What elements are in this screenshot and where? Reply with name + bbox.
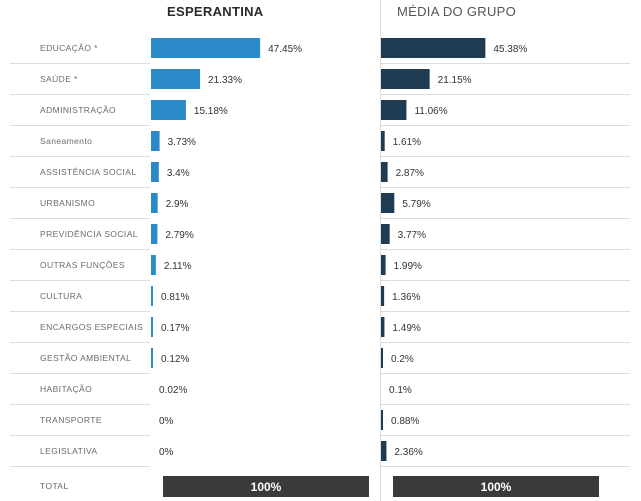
esperantina-bar — [151, 69, 201, 89]
esperantina-value-label: 21.33% — [208, 75, 242, 86]
media-do-grupo-bar — [381, 193, 395, 213]
media-do-grupo-value-label: 2.36% — [394, 447, 422, 458]
media-do-grupo-value-label: 1.36% — [392, 292, 420, 303]
category-label: PREVIDÊNCIA SOCIAL — [40, 229, 138, 239]
esperantina-bar — [151, 193, 158, 213]
esperantina-bar — [151, 224, 158, 244]
media-do-grupo-bar — [381, 100, 407, 120]
media-do-grupo-bar — [381, 69, 430, 89]
esperantina-bar — [151, 131, 160, 151]
media-do-grupo-bar — [381, 348, 383, 368]
esperantina-value-label: 0% — [159, 416, 174, 427]
media-do-grupo-value-label: 0.1% — [389, 385, 412, 396]
esperantina-bar — [151, 38, 261, 58]
media-do-grupo-value-label: 1.49% — [392, 323, 420, 334]
media-do-grupo-value-label: 1.61% — [393, 137, 421, 148]
media-do-grupo-value-label: 0.2% — [391, 354, 414, 365]
category-label: GESTÃO AMBIENTAL — [40, 353, 131, 363]
media-do-grupo-bar — [381, 441, 387, 461]
category-label: ENCARGOS ESPECIAIS — [40, 322, 143, 332]
media-do-grupo-bar — [381, 286, 385, 306]
category-label: HABITAÇÃO — [40, 384, 92, 394]
category-label: ADMINISTRAÇÃO — [40, 105, 116, 115]
media-do-grupo-bar — [381, 255, 386, 275]
media-do-grupo-value-label: 11.06% — [414, 106, 447, 117]
esperantina-value-label: 2.79% — [165, 230, 193, 241]
esperantina-bar — [151, 348, 153, 368]
category-label: OUTRAS FUNÇÕES — [40, 260, 125, 270]
media-do-grupo-value-label: 45.38% — [493, 44, 527, 55]
category-label: SAÚDE * — [40, 74, 78, 84]
media-do-grupo-bar — [381, 38, 486, 58]
media-do-grupo-value-label: 0.88% — [391, 416, 419, 427]
media-do-grupo-bar — [381, 410, 384, 430]
category-label: Saneamento — [40, 136, 92, 146]
column-divider — [380, 0, 381, 501]
total-value-esperantina: 100% — [251, 480, 282, 494]
esperantina-bar — [151, 100, 186, 120]
total-value-media-do-grupo: 100% — [481, 480, 512, 494]
total-bar-media-do-grupo — [393, 476, 599, 497]
media-do-grupo-value-label: 1.99% — [394, 261, 422, 272]
esperantina-bar — [151, 162, 159, 182]
total-label: TOTAL — [40, 481, 69, 491]
esperantina-value-label: 2.9% — [166, 199, 189, 210]
esperantina-value-label: 0% — [159, 447, 174, 458]
category-label: TRANSPORTE — [40, 415, 102, 425]
category-label: URBANISMO — [40, 198, 95, 208]
media-do-grupo-bar — [381, 131, 385, 151]
media-do-grupo-bar — [381, 162, 388, 182]
esperantina-value-label: 2.11% — [164, 261, 192, 272]
media-do-grupo-bar — [381, 224, 390, 244]
column-header-esperantina: ESPERANTINA — [167, 4, 264, 19]
esperantina-value-label: 47.45% — [268, 44, 302, 55]
media-do-grupo-value-label: 5.79% — [402, 199, 430, 210]
esperantina-bar — [151, 286, 153, 306]
total-bar-esperantina — [163, 476, 369, 497]
esperantina-bar — [151, 255, 156, 275]
esperantina-value-label: 3.4% — [167, 168, 190, 179]
category-label: ASSISTÊNCIA SOCIAL — [40, 167, 136, 177]
category-label: CULTURA — [40, 291, 82, 301]
esperantina-value-label: 0.81% — [161, 292, 189, 303]
esperantina-value-label: 3.73% — [168, 137, 196, 148]
esperantina-value-label: 0.12% — [161, 354, 189, 365]
category-label: EDUCAÇÃO * — [40, 43, 98, 53]
esperantina-value-label: 15.18% — [194, 106, 228, 117]
media-do-grupo-value-label: 3.77% — [398, 230, 426, 241]
category-label: LEGISLATIVA — [40, 446, 97, 456]
esperantina-value-label: 0.02% — [159, 385, 187, 396]
column-header-media-do-grupo: MÉDIA DO GRUPO — [397, 4, 517, 19]
esperantina-bar — [151, 317, 153, 337]
media-do-grupo-bar — [381, 317, 385, 337]
media-do-grupo-value-label: 21.15% — [438, 75, 472, 86]
esperantina-value-label: 0.17% — [161, 323, 189, 334]
media-do-grupo-value-label: 2.87% — [396, 168, 424, 179]
